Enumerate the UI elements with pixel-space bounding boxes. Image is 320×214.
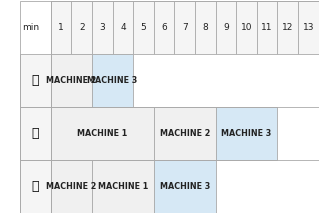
- Text: 13: 13: [303, 23, 314, 32]
- Text: 3: 3: [100, 23, 105, 32]
- Text: 12: 12: [282, 23, 293, 32]
- Text: MACHINE 1: MACHINE 1: [77, 129, 127, 138]
- Text: min: min: [22, 23, 39, 32]
- Text: MACHINE 3: MACHINE 3: [87, 76, 138, 85]
- Bar: [216, 1, 236, 54]
- Bar: [195, 1, 216, 54]
- Text: 4: 4: [120, 23, 126, 32]
- Bar: [92, 1, 113, 54]
- Bar: [51, 1, 71, 54]
- Bar: [51, 107, 154, 160]
- Bar: [257, 1, 277, 54]
- Bar: [236, 1, 257, 54]
- Bar: [20, 107, 51, 160]
- Text: 👗: 👗: [32, 74, 39, 87]
- Bar: [92, 160, 154, 213]
- Bar: [51, 160, 92, 213]
- Bar: [20, 160, 51, 213]
- Text: MACHINE 2: MACHINE 2: [46, 182, 97, 191]
- Bar: [277, 1, 298, 54]
- Text: 7: 7: [182, 23, 188, 32]
- Text: 1: 1: [58, 23, 64, 32]
- Text: 11: 11: [261, 23, 273, 32]
- Bar: [174, 1, 195, 54]
- Text: MACHINE 2: MACHINE 2: [160, 129, 210, 138]
- Bar: [92, 54, 133, 107]
- Bar: [71, 1, 92, 54]
- Text: 6: 6: [161, 23, 167, 32]
- Bar: [113, 1, 133, 54]
- Text: 👜: 👜: [32, 127, 39, 140]
- Text: 🥾: 🥾: [32, 180, 39, 193]
- Text: 5: 5: [141, 23, 146, 32]
- Text: 8: 8: [203, 23, 208, 32]
- Text: MACHINE 2: MACHINE 2: [46, 76, 97, 85]
- Bar: [154, 160, 216, 213]
- Bar: [51, 54, 92, 107]
- Text: MACHINE 3: MACHINE 3: [160, 182, 210, 191]
- Bar: [20, 54, 51, 107]
- Text: 10: 10: [241, 23, 252, 32]
- Text: 2: 2: [79, 23, 84, 32]
- Text: 9: 9: [223, 23, 229, 32]
- Bar: [154, 107, 216, 160]
- Bar: [154, 1, 174, 54]
- Bar: [216, 107, 277, 160]
- Text: MACHINE 3: MACHINE 3: [221, 129, 272, 138]
- Bar: [133, 1, 154, 54]
- Bar: [298, 1, 319, 54]
- Text: MACHINE 1: MACHINE 1: [98, 182, 148, 191]
